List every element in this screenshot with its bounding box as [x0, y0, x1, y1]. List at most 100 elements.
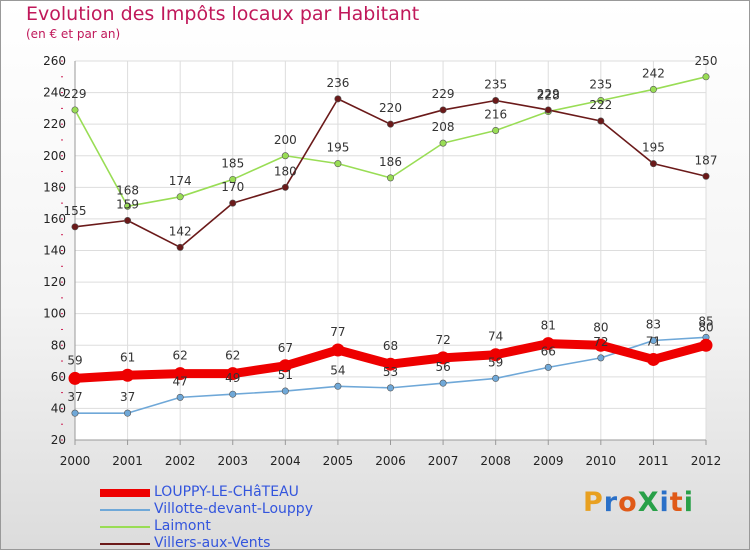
logo-letter: P — [583, 487, 604, 518]
data-label: 185 — [221, 156, 244, 170]
data-label: 80 — [593, 320, 608, 334]
data-label: 68 — [383, 339, 398, 353]
legend-swatch — [100, 526, 150, 528]
y-tick-label: 20 — [51, 433, 66, 447]
chart-subtitle: (en € et par an) — [26, 27, 121, 41]
y-tick-label: 240 — [43, 86, 66, 100]
data-label: 53 — [383, 365, 398, 379]
logo-letter: i — [683, 487, 694, 518]
data-label: 220 — [379, 101, 402, 115]
data-label: 71 — [646, 334, 661, 348]
data-label: 142 — [169, 224, 192, 238]
logo-letter: i — [659, 487, 670, 518]
data-label: 47 — [173, 374, 188, 388]
data-point-laimont — [71, 106, 79, 114]
data-point-villotte-devant-louppy — [71, 409, 79, 417]
x-tick-label: 2004 — [270, 454, 301, 468]
x-tick-label: 2003 — [217, 454, 248, 468]
data-label: 72 — [593, 335, 608, 349]
y-tick-label: 80 — [51, 338, 66, 352]
data-point-villotte-devant-louppy — [124, 409, 132, 417]
legend-label: LOUPPY-LE-CHâTEAU — [154, 484, 299, 500]
data-label: 85 — [698, 314, 713, 328]
data-point-louppy-le-ch-teau — [594, 338, 608, 352]
data-label: 54 — [330, 363, 345, 377]
data-point-louppy-le-ch-teau — [121, 368, 135, 382]
data-label: 59 — [67, 353, 82, 367]
data-label: 228 — [537, 89, 560, 103]
data-point-villotte-devant-louppy — [176, 393, 184, 401]
data-label: 187 — [695, 153, 718, 167]
data-label: 74 — [488, 330, 503, 344]
data-point-villers-aux-vents — [71, 223, 79, 231]
data-label: 81 — [541, 319, 556, 333]
data-point-villers-aux-vents — [597, 117, 605, 125]
proxiti-logo: ProXiti — [583, 487, 694, 518]
data-point-louppy-le-ch-teau — [68, 371, 82, 385]
data-label: 229 — [64, 87, 87, 101]
y-tick-label: 220 — [43, 117, 66, 131]
data-point-villotte-devant-louppy — [597, 354, 605, 362]
logo-letter: o — [618, 487, 638, 518]
data-label: 222 — [589, 98, 612, 112]
data-label: 235 — [589, 77, 612, 91]
data-label: 250 — [695, 54, 718, 68]
data-point-laimont — [124, 202, 132, 210]
line-chart: 20 40 60 80 100 120 140 160 180 200 220 240 260 2000 2… — [43, 54, 721, 468]
data-point-villers-aux-vents — [229, 199, 237, 207]
data-label: 236 — [326, 76, 349, 90]
logo-letter: X — [637, 487, 660, 518]
data-label: 59 — [488, 355, 503, 369]
data-point-villotte-devant-louppy — [334, 382, 342, 390]
legend-label: Laimont — [154, 518, 211, 534]
data-point-laimont — [176, 193, 184, 201]
data-point-laimont — [492, 126, 500, 134]
data-label: 229 — [537, 87, 560, 101]
data-point-louppy-le-ch-teau — [489, 348, 503, 362]
data-label: 208 — [432, 120, 455, 134]
data-label: 155 — [64, 204, 87, 218]
legend-swatch — [100, 509, 150, 511]
y-tick-label: 180 — [43, 180, 66, 194]
data-point-villers-aux-vents — [492, 96, 500, 104]
data-point-villotte-devant-louppy — [281, 387, 289, 395]
data-label: 77 — [330, 325, 345, 339]
data-label: 67 — [278, 341, 293, 355]
data-label: 56 — [435, 360, 450, 374]
data-point-villotte-devant-louppy — [492, 374, 500, 382]
data-point-villers-aux-vents — [702, 172, 710, 180]
x-tick-label: 2000 — [60, 454, 91, 468]
data-point-louppy-le-ch-teau — [331, 343, 345, 357]
data-point-villotte-devant-louppy — [386, 384, 394, 392]
x-tick-label: 2002 — [165, 454, 196, 468]
legend-label: Villers-aux-Vents — [154, 535, 271, 551]
data-point-villers-aux-vents — [386, 120, 394, 128]
data-point-louppy-le-ch-teau — [541, 337, 555, 351]
data-label: 242 — [642, 66, 665, 80]
data-point-villotte-devant-louppy — [649, 337, 657, 345]
data-point-villers-aux-vents — [649, 160, 657, 168]
data-point-louppy-le-ch-teau — [699, 338, 713, 352]
data-label: 62 — [173, 349, 188, 363]
data-label: 195 — [326, 141, 349, 155]
y-tick-label: 160 — [43, 212, 66, 226]
data-point-villers-aux-vents — [281, 183, 289, 191]
data-label: 195 — [642, 141, 665, 155]
data-label: 174 — [169, 174, 192, 188]
data-point-louppy-le-ch-teau — [384, 357, 397, 371]
data-point-laimont — [334, 160, 342, 168]
data-point-laimont — [439, 139, 447, 147]
data-label: 200 — [274, 133, 297, 147]
data-label: 72 — [435, 333, 450, 347]
logo-letter: t — [669, 487, 684, 518]
data-label: 66 — [541, 344, 556, 358]
data-label: 37 — [67, 390, 82, 404]
y-tick-label: 140 — [43, 244, 66, 258]
chart-title: Evolution des Impôts locaux par Habitant — [26, 3, 420, 25]
data-label: 49 — [225, 371, 240, 385]
data-point-laimont — [649, 85, 657, 93]
data-label: 170 — [221, 180, 244, 194]
data-point-villotte-devant-louppy — [544, 363, 552, 371]
data-point-laimont — [386, 174, 394, 182]
y-tick-label: 200 — [43, 149, 66, 163]
